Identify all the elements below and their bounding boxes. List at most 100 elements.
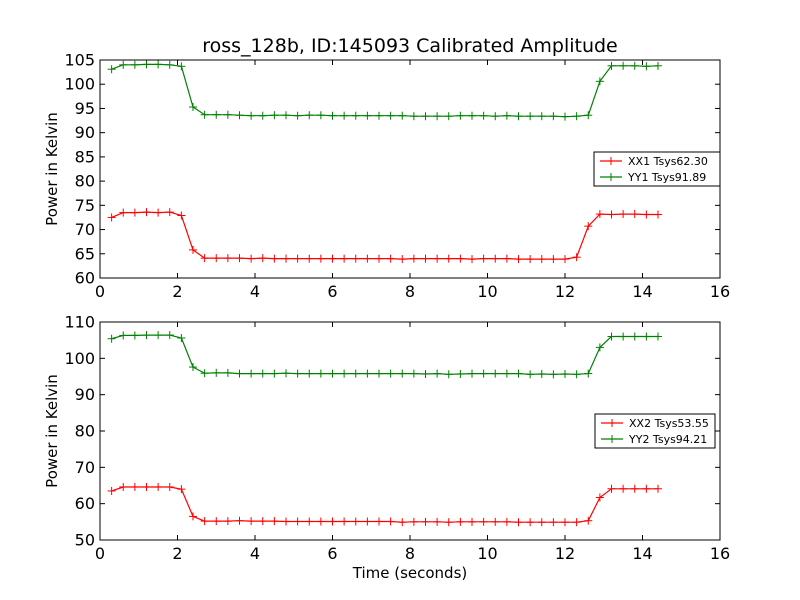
data-point [305, 517, 314, 526]
data-point [561, 369, 569, 378]
data-point [212, 368, 221, 377]
data-point [200, 254, 209, 263]
data-point [258, 111, 267, 120]
data-point [561, 112, 569, 121]
series-1-1 [107, 208, 662, 264]
legend-label: YY2 Tsys94.21 [628, 433, 707, 446]
data-point [212, 517, 221, 526]
data-point [502, 369, 511, 378]
data-point [316, 254, 325, 263]
data-point [456, 369, 465, 378]
legend: XX2 Tsys53.55 YY2 Tsys94.21 [594, 413, 716, 449]
data-point [572, 112, 581, 121]
series-line [111, 334, 658, 375]
y-tick-label: 95 [75, 99, 95, 118]
data-point [444, 518, 453, 527]
data-point [642, 210, 651, 219]
legend-item: YY1 Tsys91.89 [600, 171, 706, 184]
x-tick-label: 14 [632, 282, 652, 301]
y-tick-label: 70 [75, 220, 95, 239]
data-point [107, 213, 116, 222]
data-point [619, 484, 628, 493]
data-point [247, 254, 256, 263]
data-point [119, 331, 128, 340]
y-tick-label: 100 [64, 349, 95, 368]
data-point [282, 111, 290, 120]
data-point [409, 254, 418, 263]
data-point [514, 518, 523, 527]
x-tick-label: 2 [172, 282, 182, 301]
data-point [200, 369, 209, 378]
data-point [386, 111, 395, 120]
data-point [119, 208, 128, 217]
y-tick-label: 105 [64, 51, 95, 70]
data-point [189, 363, 197, 372]
legend-label: XX1 Tsys62.30 [628, 155, 708, 168]
legend: XX1 Tsys62.30 YY1 Tsys91.89 [593, 151, 721, 187]
data-point [619, 332, 628, 341]
x-tick-label: 6 [327, 282, 337, 301]
data-point [212, 254, 221, 263]
data-point [282, 254, 290, 263]
data-point [130, 208, 139, 217]
data-point [421, 517, 430, 526]
data-point [386, 517, 395, 526]
data-point [130, 482, 139, 491]
data-point [479, 369, 488, 378]
data-point [177, 485, 186, 494]
data-point [212, 110, 221, 119]
data-point [502, 517, 511, 526]
data-point [526, 518, 535, 527]
series-line [111, 486, 658, 523]
x-tick-label: 4 [250, 282, 260, 301]
data-point [468, 111, 476, 120]
y-tick-label: 90 [75, 123, 95, 142]
data-point [421, 254, 430, 263]
data-point [409, 112, 418, 121]
data-point [433, 517, 442, 526]
x-tick-label: 10 [477, 544, 497, 563]
data-point [409, 369, 418, 378]
y-tick-label: 50 [75, 531, 95, 550]
data-point [549, 112, 558, 121]
data-point [433, 369, 442, 378]
y-axis-label: Power in Kelvin [43, 374, 61, 488]
data-point [526, 255, 535, 264]
data-point [444, 370, 453, 379]
x-tick-label: 8 [405, 282, 415, 301]
data-point [537, 112, 546, 121]
data-point [142, 482, 151, 491]
data-point [247, 111, 256, 120]
legend-box [593, 151, 721, 187]
data-point [514, 255, 523, 264]
x-tick-label: 2 [172, 544, 182, 563]
data-point [491, 112, 500, 121]
data-point [386, 254, 395, 263]
data-point [328, 111, 337, 120]
data-point [607, 210, 616, 219]
y-tick-label: 85 [75, 147, 95, 166]
data-point [351, 517, 360, 526]
data-point [293, 369, 302, 378]
data-point [107, 65, 116, 74]
data-point [363, 111, 372, 120]
chart-title: ross_128b, ID:145093 Calibrated Amplitud… [202, 35, 618, 57]
y-tick-label: 90 [75, 385, 95, 404]
data-point [270, 254, 279, 263]
data-point [316, 369, 325, 378]
data-point [200, 110, 209, 119]
data-point [177, 211, 186, 220]
data-point [107, 486, 116, 495]
data-point [491, 254, 500, 263]
data-point [282, 517, 290, 526]
data-point [502, 111, 511, 120]
data-point [433, 112, 442, 121]
data-point [386, 369, 395, 378]
data-point [619, 210, 628, 219]
data-point [630, 332, 639, 341]
data-point [595, 77, 604, 86]
data-point [142, 331, 151, 340]
data-point [595, 493, 604, 502]
x-tick-label: 12 [555, 282, 575, 301]
data-point [316, 111, 325, 120]
